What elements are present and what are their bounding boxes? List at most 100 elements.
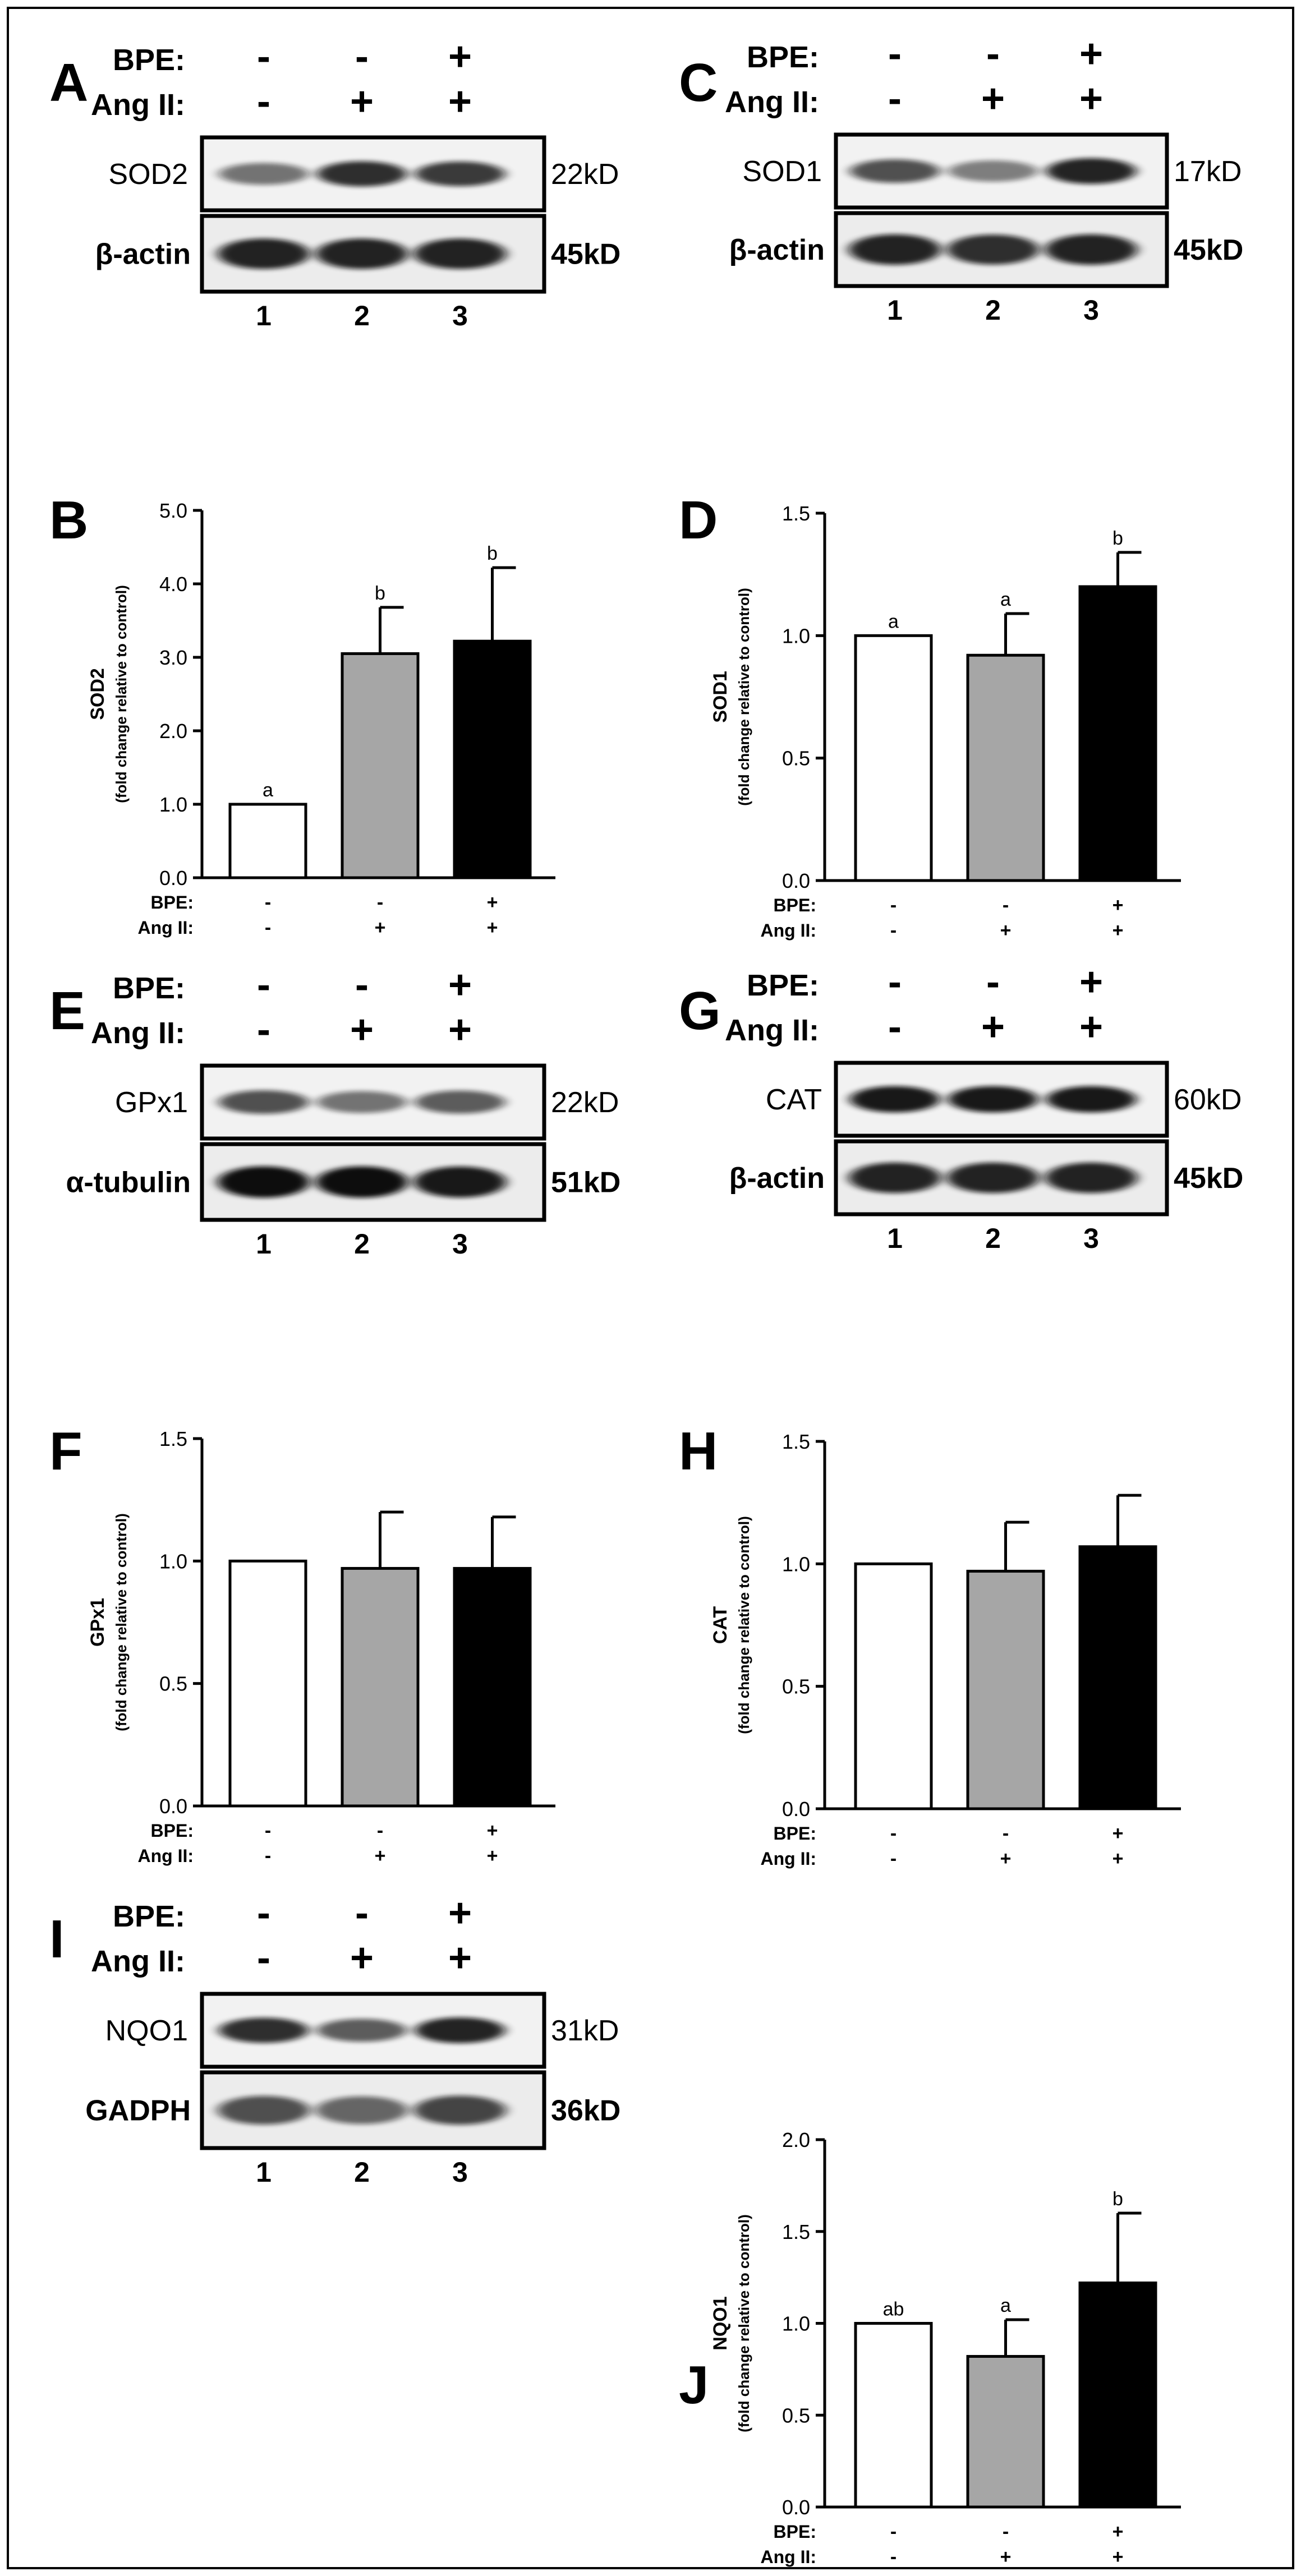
loading-band bbox=[414, 238, 506, 269]
bpe-sign: - bbox=[1003, 2521, 1009, 2542]
target-band bbox=[219, 163, 309, 185]
bpe-sign: - bbox=[890, 2521, 897, 2542]
bpe-sign: + bbox=[1079, 960, 1103, 1004]
y-tick-label: 1.0 bbox=[782, 2312, 810, 2335]
bpe-label: BPE: bbox=[113, 43, 185, 77]
bar-chart-d: D 0.0 0.5 1.0 1.5 SOD1 (fold change relative t… bbox=[679, 490, 1181, 941]
angii-label: Ang II: bbox=[760, 2547, 816, 2567]
y-axis-sublabel: (fold change relative to control) bbox=[735, 588, 752, 806]
bpe-label: BPE: bbox=[747, 969, 819, 1002]
bpe-sign: + bbox=[487, 1820, 498, 1841]
angii-sign: + bbox=[375, 1845, 386, 1867]
bar bbox=[966, 653, 1045, 882]
significance-letter: a bbox=[263, 780, 273, 801]
angii-label: Ang II: bbox=[137, 1846, 194, 1866]
bpe-label: BPE: bbox=[747, 40, 819, 74]
lane-number: 3 bbox=[1083, 1223, 1099, 1254]
loading-band bbox=[1045, 1162, 1137, 1193]
loading-label: GADPH bbox=[85, 2095, 191, 2127]
bar bbox=[1078, 585, 1157, 882]
bpe-label: BPE: bbox=[151, 892, 194, 913]
angii-label: Ang II: bbox=[91, 1944, 185, 1978]
lane-number: 2 bbox=[354, 2156, 370, 2188]
bpe-sign: - bbox=[1003, 895, 1009, 916]
target-band bbox=[948, 160, 1038, 182]
bar bbox=[854, 1562, 933, 1810]
bpe-sign: - bbox=[377, 892, 383, 913]
angii-label: Ang II: bbox=[91, 88, 185, 122]
target-band bbox=[317, 2019, 407, 2042]
angii-sign: + bbox=[375, 917, 386, 938]
y-tick-label: 1.0 bbox=[782, 624, 810, 647]
angii-sign: + bbox=[981, 1004, 1005, 1049]
loading-band bbox=[414, 1166, 506, 1198]
bar bbox=[453, 639, 532, 879]
angii-sign: + bbox=[487, 1845, 498, 1867]
angii-sign: + bbox=[350, 1007, 374, 1052]
target-band bbox=[415, 162, 505, 186]
panel-letter: D bbox=[679, 490, 718, 550]
loading-band bbox=[218, 2095, 310, 2125]
significance-letter: a bbox=[1000, 589, 1011, 610]
y-axis-sublabel: (fold change relative to control) bbox=[113, 585, 130, 803]
bpe-sign: - bbox=[890, 895, 897, 916]
angii-sign: + bbox=[1112, 1848, 1124, 1869]
bar-chart-f: F 0.0 0.5 1.0 1.5 GPx1 (fold change relative t… bbox=[49, 1421, 555, 1867]
bpe-sign: - bbox=[1003, 1823, 1009, 1844]
angii-sign: + bbox=[448, 1007, 472, 1052]
angii-sign: + bbox=[487, 917, 498, 938]
target-kd: 60kD bbox=[1174, 1084, 1242, 1116]
target-kd: 17kD bbox=[1174, 155, 1242, 188]
angii-sign: + bbox=[448, 79, 472, 124]
lane-number: 1 bbox=[256, 300, 272, 331]
bpe-label: BPE: bbox=[774, 2522, 816, 2542]
angii-sign: + bbox=[1000, 2546, 1012, 2568]
angii-sign: - bbox=[265, 917, 271, 938]
bpe-sign: - bbox=[888, 960, 902, 1004]
loading-kd: 36kD bbox=[551, 2095, 620, 2127]
y-tick-label: 0.0 bbox=[159, 867, 187, 890]
loading-band bbox=[316, 2096, 408, 2125]
target-label: NQO1 bbox=[105, 2015, 188, 2047]
panel-letter: B bbox=[49, 490, 88, 550]
angii-sign: - bbox=[888, 1004, 902, 1049]
bpe-label: BPE: bbox=[774, 895, 816, 915]
angii-sign: + bbox=[1079, 1004, 1103, 1049]
target-label: SOD2 bbox=[108, 158, 188, 191]
lane-number: 2 bbox=[354, 300, 370, 331]
bpe-sign: + bbox=[1112, 1823, 1124, 1844]
panel-letter: C bbox=[679, 53, 718, 113]
bar bbox=[341, 652, 420, 879]
loading-band bbox=[1045, 234, 1137, 265]
bpe-sign: - bbox=[355, 1891, 369, 1936]
angii-label: Ang II: bbox=[760, 920, 816, 941]
bar bbox=[966, 1569, 1045, 1810]
panel-letter: F bbox=[49, 1421, 82, 1481]
bpe-sign: - bbox=[355, 34, 369, 79]
bar-chart-j: J 0.0 0.5 1.0 1.5 2.0 NQO1 (fold change relativ… bbox=[679, 2128, 1181, 2568]
loading-label: β-actin bbox=[729, 1162, 825, 1195]
y-tick-label: 0.0 bbox=[782, 2496, 810, 2519]
angii-sign: - bbox=[265, 1845, 271, 1867]
lane-number: 3 bbox=[452, 300, 468, 331]
bpe-sign: - bbox=[257, 1891, 270, 1936]
bpe-sign: + bbox=[448, 34, 472, 79]
target-band bbox=[317, 1091, 407, 1113]
significance-letter: b bbox=[1112, 528, 1123, 549]
y-tick-label: 3.0 bbox=[159, 646, 187, 669]
angii-sign: - bbox=[890, 1848, 897, 1869]
bar bbox=[854, 2322, 933, 2509]
lane-number: 3 bbox=[452, 2156, 468, 2188]
target-band bbox=[850, 159, 940, 183]
y-axis-label: CAT bbox=[710, 1606, 731, 1644]
target-band bbox=[415, 2017, 505, 2043]
target-band bbox=[317, 161, 407, 187]
loading-kd: 45kD bbox=[551, 238, 620, 271]
bpe-label: BPE: bbox=[113, 1900, 185, 1933]
angii-label: Ang II: bbox=[725, 85, 819, 119]
y-axis-sublabel: (fold change relative to control) bbox=[735, 1516, 752, 1734]
